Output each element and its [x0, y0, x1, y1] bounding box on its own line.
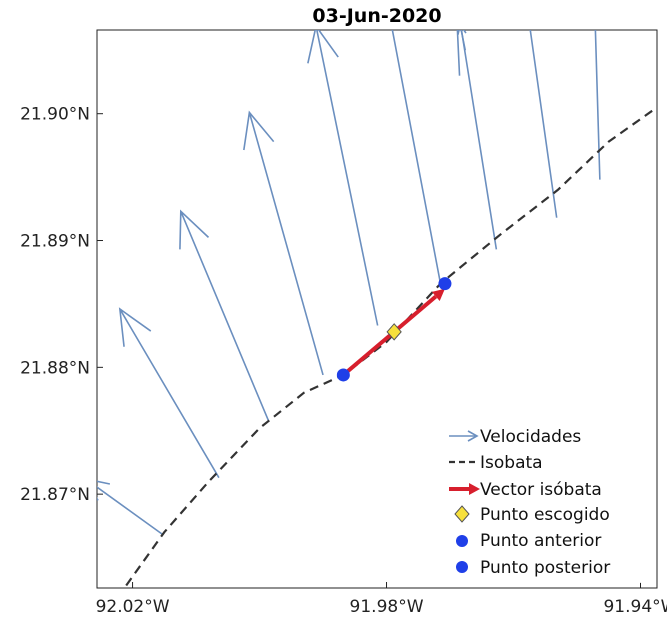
velocity-arrow-4 [307, 30, 379, 326]
vector-isobata-head [431, 288, 445, 302]
velocity-arrow-7 [529, 30, 558, 218]
punto-escogido-marker [386, 323, 402, 341]
legend-label-escogido: Punto escogido [480, 505, 610, 525]
legend-label-velocidades: Velocidades [480, 427, 581, 447]
y-tick-label-2: 21.89°N [20, 232, 90, 252]
y-tick-label-3: 21.90°N [20, 105, 90, 125]
legend-vector-arrowhead [469, 483, 480, 495]
x-tick-label-1: 91.98°W [350, 597, 424, 617]
velocity-arrow-2 [179, 209, 270, 421]
chart-title: 03-Jun-2020 [312, 5, 441, 27]
legend-label-isobata: Isobata [480, 453, 543, 473]
velocity-arrow-8 [594, 30, 601, 180]
x-axis: 92.02°W 91.98°W 91.94°W [96, 582, 667, 617]
legend-label-posterior: Punto posterior [480, 558, 610, 578]
legend-posterior-marker [456, 561, 468, 573]
points [336, 277, 452, 382]
velocity-arrow-3 [243, 110, 324, 376]
punto-anterior-marker [336, 368, 350, 382]
velocity-arrow-0 [97, 480, 164, 536]
legend-label-vector: Vector isóbata [480, 480, 602, 500]
isobath-vector [342, 288, 445, 377]
vector-isobata-shaft [342, 294, 438, 377]
velocity-arrow-9 [456, 30, 461, 76]
legend-label-anterior: Punto anterior [480, 531, 601, 551]
legend-box [443, 420, 653, 583]
legend-anterior-marker [456, 535, 468, 547]
x-tick-label-2: 91.94°W [603, 597, 667, 617]
punto-posterior-marker [438, 277, 452, 291]
legend: Velocidades Isobata Vector isóbata Punto… [443, 420, 653, 583]
y-axis: 21.87°N 21.88°N 21.89°N 21.90°N [20, 105, 103, 505]
velocity-vectors [97, 30, 601, 536]
velocity-arrow-6 [460, 30, 498, 250]
y-tick-label-1: 21.88°N [20, 358, 90, 378]
velocity-arrow-1 [118, 307, 220, 479]
legend-escogido-marker [454, 505, 470, 523]
y-tick-label-0: 21.87°N [20, 485, 90, 505]
velocity-arrow-10 [457, 30, 467, 51]
x-tick-label-0: 92.02°W [96, 597, 170, 617]
legend-velocidades-arrowhead [467, 430, 479, 442]
velocity-arrow-5 [391, 30, 442, 284]
